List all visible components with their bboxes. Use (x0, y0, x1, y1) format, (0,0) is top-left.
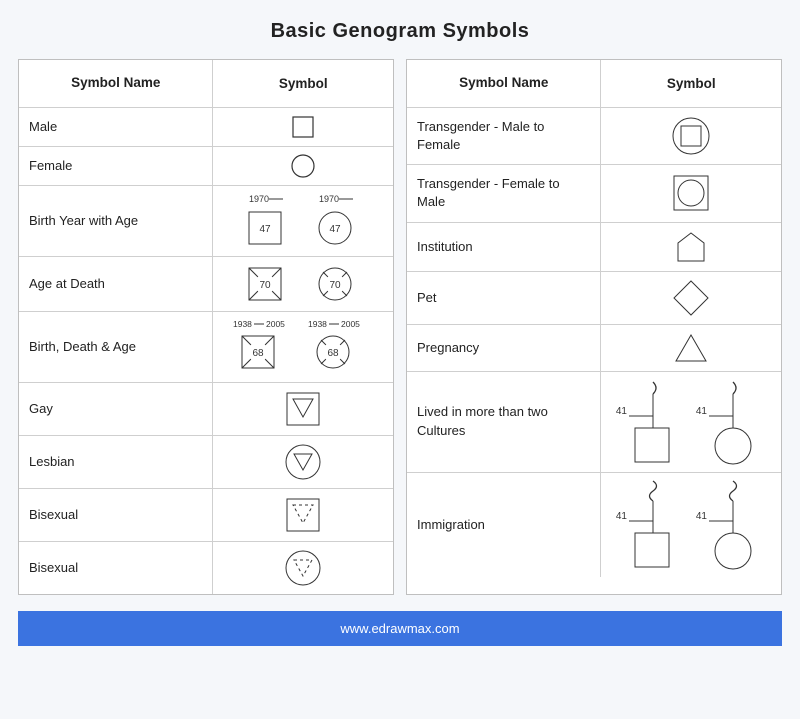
symbol-cell (213, 542, 393, 594)
symbol-cell (213, 489, 393, 541)
svg-text:1970: 1970 (319, 194, 339, 204)
symbol-name: Birth Year with Age (19, 186, 213, 256)
table-row: Gay (19, 382, 393, 435)
svg-text:1970: 1970 (249, 194, 269, 204)
table-row: Birth, Death & Age 1938 2005 68 1938 (19, 311, 393, 382)
table-row: Institution (407, 222, 781, 271)
table-header: Symbol Name Symbol (19, 60, 393, 107)
institution-icon (671, 227, 711, 267)
table-row: Pregnancy (407, 324, 781, 371)
svg-text:70: 70 (330, 280, 342, 291)
lesbian-icon (281, 440, 325, 484)
left-table: Symbol Name Symbol Male Female (18, 59, 394, 595)
symbol-cell: 70 70 (213, 257, 393, 311)
svg-text:70: 70 (260, 280, 272, 291)
trans-mtf-icon (667, 112, 715, 160)
symbol-name: Lesbian (19, 436, 213, 488)
symbol-name: Immigration (407, 473, 601, 577)
birth-year-age-icon: 1970 47 1970 47 (223, 190, 383, 252)
symbol-name: Pet (407, 272, 601, 324)
birth-death-age-icon: 1938 2005 68 1938 2005 (218, 316, 388, 378)
symbol-name: Birth, Death & Age (19, 312, 213, 382)
header-name: Symbol Name (407, 60, 601, 107)
svg-text:41: 41 (616, 511, 628, 522)
table-header: Symbol Name Symbol (407, 60, 781, 107)
female-icon (288, 151, 318, 181)
page-title: Basic Genogram Symbols (18, 20, 782, 43)
symbol-cell (601, 165, 781, 221)
svg-text:2005: 2005 (266, 319, 285, 329)
header-symbol: Symbol (213, 60, 393, 107)
right-table: Symbol Name Symbol Transgender - Male to… (406, 59, 782, 595)
table-row: Transgender - Male to Female (407, 107, 781, 164)
symbol-cell (213, 436, 393, 488)
symbol-cell: 41 41 (601, 473, 781, 577)
symbol-name: Female (19, 147, 213, 185)
table-row: Birth Year with Age 1970 47 1970 47 (19, 185, 393, 256)
table-row: Lived in more than two Cultures 41 41 (407, 371, 781, 472)
table-row: Bisexual (19, 488, 393, 541)
symbol-cell (213, 383, 393, 435)
svg-text:41: 41 (696, 406, 708, 417)
svg-text:2005: 2005 (341, 319, 360, 329)
svg-text:68: 68 (328, 348, 340, 359)
svg-text:47: 47 (330, 224, 342, 235)
footer-link[interactable]: www.edrawmax.com (18, 611, 782, 646)
pet-icon (669, 276, 713, 320)
symbol-name: Gay (19, 383, 213, 435)
symbol-cell (601, 223, 781, 271)
header-name: Symbol Name (19, 60, 213, 107)
symbol-name: Bisexual (19, 489, 213, 541)
two-cultures-icon: 41 41 (607, 376, 775, 468)
symbol-name: Transgender - Male to Female (407, 108, 601, 164)
table-row: Pet (407, 271, 781, 324)
table-row: Age at Death 70 70 (19, 256, 393, 311)
svg-text:1938: 1938 (308, 319, 327, 329)
symbol-cell (213, 147, 393, 185)
svg-text:68: 68 (253, 348, 265, 359)
table-row: Male (19, 107, 393, 146)
symbol-name: Institution (407, 223, 601, 271)
table-row: Transgender - Female to Male (407, 164, 781, 221)
symbol-name: Male (19, 108, 213, 146)
gay-icon (281, 387, 325, 431)
symbol-cell: 41 41 (601, 372, 781, 472)
immigration-icon: 41 41 (607, 477, 775, 573)
symbol-name: Bisexual (19, 542, 213, 594)
pregnancy-icon (671, 329, 711, 367)
age-at-death-icon: 70 70 (223, 261, 383, 307)
svg-text:41: 41 (616, 406, 628, 417)
bisexual-male-icon (281, 493, 325, 537)
header-symbol: Symbol (601, 60, 781, 107)
tables-wrapper: Symbol Name Symbol Male Female (18, 59, 782, 595)
svg-text:47: 47 (260, 224, 272, 235)
svg-text:1938: 1938 (233, 319, 252, 329)
symbol-name: Transgender - Female to Male (407, 165, 601, 221)
symbol-name: Lived in more than two Cultures (407, 372, 601, 472)
trans-ftm-icon (667, 169, 715, 217)
symbol-name: Age at Death (19, 257, 213, 311)
symbol-cell (213, 108, 393, 146)
symbol-cell: 1938 2005 68 1938 2005 (213, 312, 393, 382)
table-row: Lesbian (19, 435, 393, 488)
male-icon (288, 112, 318, 142)
table-row: Immigration 41 41 (407, 472, 781, 577)
table-row: Female (19, 146, 393, 185)
table-row: Bisexual (19, 541, 393, 594)
symbol-cell (601, 325, 781, 371)
bisexual-female-icon (281, 546, 325, 590)
symbol-cell (601, 272, 781, 324)
symbol-cell (601, 108, 781, 164)
svg-text:41: 41 (696, 511, 708, 522)
symbol-cell: 1970 47 1970 47 (213, 186, 393, 256)
page: Basic Genogram Symbols Symbol Name Symbo… (0, 0, 800, 660)
symbol-name: Pregnancy (407, 325, 601, 371)
